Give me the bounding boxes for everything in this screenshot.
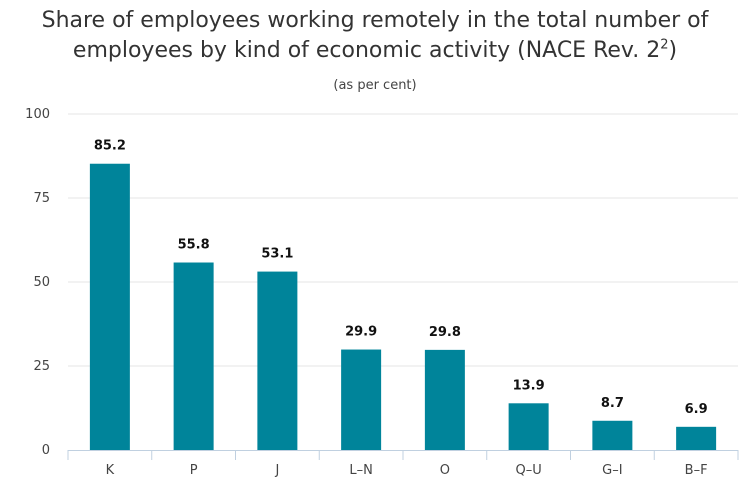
data-label: 53.1 [261,247,293,262]
chart-title-superscript: 2 [660,37,669,53]
y-tick-label: 75 [33,191,50,206]
bar [592,420,633,450]
x-tick-label: G–I [602,463,622,478]
bar [508,403,549,450]
y-tick-label: 25 [33,359,50,374]
data-label: 29.8 [429,325,461,340]
x-tick-label: B–F [685,463,708,478]
y-tick-label: 100 [25,107,50,122]
chart-title-text: Share of employees working remotely in t… [41,8,709,63]
x-tick-label: L–N [349,463,372,478]
data-label: 85.2 [94,139,126,154]
x-tick-label: K [106,463,115,478]
x-tick-label: Q–U [516,463,542,478]
data-label: 13.9 [513,378,545,393]
data-label: 29.9 [345,325,377,340]
bar [173,262,214,450]
y-tick-label: 0 [42,443,50,458]
chart-subtitle: (as per cent) [333,78,417,93]
data-labels: 85.2 55.8 53.1 29.9 29.8 13.9 8.7 6.9 [94,139,708,417]
bar [676,426,717,450]
chart-title-close: ) [668,38,678,63]
gridlines: 0 25 50 75 100 [25,107,738,458]
data-label: 55.8 [178,238,210,253]
bar [257,271,298,450]
x-tick-label: O [440,463,450,478]
bar [89,163,130,450]
data-label: 6.9 [685,402,708,417]
chart-title: Share of employees working remotely in t… [0,6,750,66]
x-tick-label: J [274,463,279,478]
x-axis: K P J L–N O Q–U G–I B–F [67,450,739,478]
y-tick-label: 50 [33,275,50,290]
bars [89,163,717,450]
data-label: 8.7 [601,396,624,411]
x-tick-label: P [190,463,198,478]
bar [424,349,465,450]
bar [341,349,382,450]
